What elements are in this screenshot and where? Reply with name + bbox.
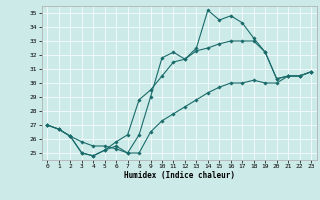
X-axis label: Humidex (Indice chaleur): Humidex (Indice chaleur)	[124, 171, 235, 180]
